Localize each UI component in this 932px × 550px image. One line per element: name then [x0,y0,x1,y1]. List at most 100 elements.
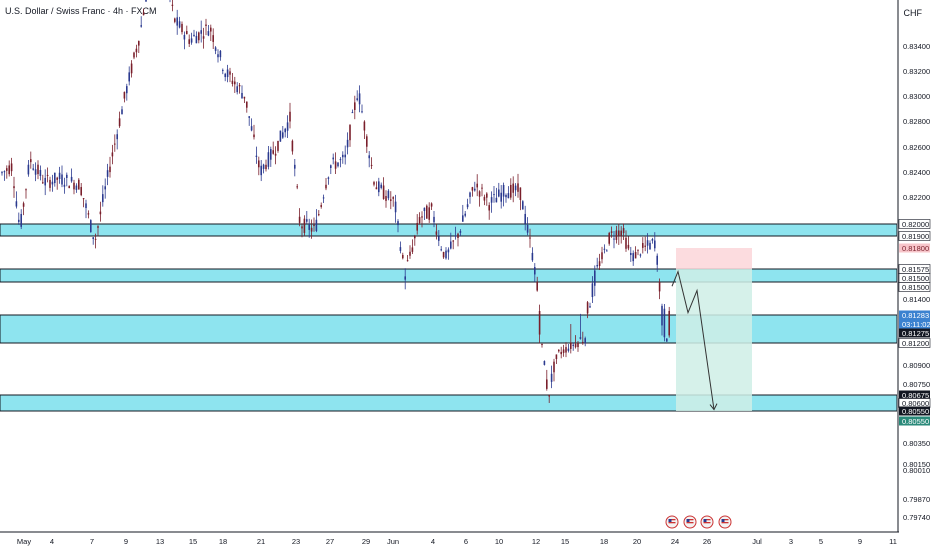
candle-body [358,93,361,105]
price-tick-label: 0.80150 [903,460,930,469]
candle-body [286,122,289,131]
candle-body [310,227,313,232]
candle-body [663,308,666,338]
candle-body [174,18,176,22]
candle-body [651,239,654,241]
candle-body [37,164,39,175]
candle-body [354,102,356,110]
candle-body [284,128,286,133]
price-tick-label: 0.81400 [903,295,930,304]
economic-event-icon [665,515,679,529]
candle-body [255,155,258,157]
candle-body [234,81,236,85]
candle-body [370,164,373,166]
time-tick-label: 4 [431,537,435,546]
candle-body [214,47,217,51]
candle-body [106,170,109,177]
price-tag-label: 0.81200 [902,339,929,348]
candle-body [272,150,274,154]
candle-body [298,216,301,223]
candle-body [25,189,27,191]
price-tag: 0.81500 [898,273,931,283]
price-tick-label: 0.80010 [903,466,930,475]
candle-body [579,337,582,339]
candle-body [195,35,198,44]
candle-body [644,245,646,247]
candle-body [39,170,42,177]
candle-body [546,379,548,389]
price-tag: 0.81575 [898,264,931,274]
price-tag-label: 0.81800 [902,244,929,253]
candle-body [116,134,118,140]
candle-body [200,30,202,34]
time-tick-label: 9 [858,537,862,546]
candle-body [70,176,73,182]
price-tick-label: 0.82800 [903,117,930,126]
price-tick-label: 0.80750 [903,380,930,389]
candle-body [476,183,478,188]
candle-body [603,248,606,250]
candle-body [114,143,116,145]
candle-body [666,338,668,342]
candle-body [126,86,128,94]
candle-body [332,157,334,160]
candle-body [346,139,349,148]
candle-body [418,217,421,224]
candle-body [15,201,18,207]
price-tag: 0.80550 [899,416,930,426]
candle-body [253,134,255,138]
candle-body [207,31,210,36]
candle-body [543,361,546,365]
price-tag: 0.80550 [899,406,930,416]
time-tick-label: May [17,537,31,546]
candle-body [608,232,610,244]
candle-body [486,193,488,198]
candle-body [308,224,310,230]
price-tag-label: 03:11:02 [902,320,931,329]
price-tick-label: 0.82200 [903,193,930,202]
candle-body [315,219,318,231]
candle-body [301,226,303,229]
candle-body [289,111,291,122]
candle-body [279,130,282,142]
candle-body [49,179,51,188]
candle-body [483,196,486,201]
price-tag: 0.81283 [899,310,930,320]
candle-body [488,205,490,211]
projection-path [671,269,715,410]
time-tick-label: 24 [671,537,679,546]
candle-body [188,39,190,44]
candle-body [574,343,577,348]
candle-body [474,188,476,191]
stop-loss-zone [676,248,752,269]
candle-body [507,193,510,199]
candle-body [138,41,140,46]
candle-body [238,85,241,87]
candle-body [363,121,366,131]
candle-body [171,4,174,6]
time-tick-label: Jun [387,537,399,546]
candle-body [27,164,30,175]
candle-body [111,152,114,157]
candle-body [226,69,229,78]
candle-body [502,184,505,197]
time-tick-label: 10 [495,537,503,546]
candle-body [385,196,387,201]
time-tick-label: 5 [819,537,823,546]
candle-body [634,252,637,259]
candle-body [330,165,332,168]
candle-body [500,192,502,202]
candle-body [430,203,433,207]
candle-body [78,179,80,190]
candle-body [519,187,522,201]
candle-body [140,25,142,27]
candle-body [433,216,435,223]
candle-body [555,354,558,360]
candle-body [181,23,183,33]
price-tick-label: 0.83000 [903,92,930,101]
candle-body [414,235,416,239]
candle-body [466,204,469,208]
candle-body [18,219,20,222]
candle-body [598,261,601,267]
